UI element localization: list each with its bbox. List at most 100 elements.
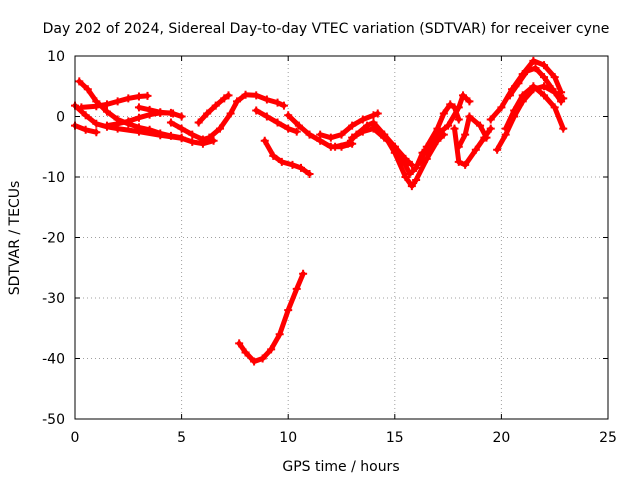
data-point xyxy=(177,134,186,143)
data-point xyxy=(92,128,101,137)
data-point xyxy=(505,91,514,100)
data-point xyxy=(529,56,538,65)
data-point xyxy=(102,107,111,116)
series-arc-23 xyxy=(505,64,566,106)
data-point xyxy=(124,94,133,103)
x-tick-label: 15 xyxy=(386,430,404,446)
data-point xyxy=(422,148,431,157)
data-point xyxy=(548,85,557,94)
data-point xyxy=(252,106,261,115)
data-point xyxy=(343,139,352,148)
data-point xyxy=(450,124,459,133)
data-point xyxy=(260,136,269,145)
data-point xyxy=(358,115,367,124)
data-point xyxy=(390,142,399,151)
x-tick-label: 0 xyxy=(71,430,80,446)
series-arc-19 xyxy=(454,112,491,151)
data-point xyxy=(497,103,506,112)
data-point xyxy=(416,157,425,166)
data-point xyxy=(486,124,495,133)
data-point xyxy=(401,160,410,169)
data-point xyxy=(262,95,271,104)
data-point xyxy=(284,306,293,315)
x-tick-label: 10 xyxy=(279,430,297,446)
data-point xyxy=(331,142,340,151)
data-point xyxy=(476,121,485,130)
y-tick-label: -50 xyxy=(42,412,65,428)
x-axis-label: GPS time / hours xyxy=(282,459,399,475)
data-point xyxy=(267,345,276,354)
data-point xyxy=(292,127,301,136)
data-point xyxy=(471,145,480,154)
data-point xyxy=(482,133,491,142)
data-point xyxy=(77,103,86,112)
data-point xyxy=(273,98,282,107)
y-tick-label: 0 xyxy=(56,110,65,126)
data-point xyxy=(292,284,301,293)
data-point xyxy=(540,91,549,100)
data-point xyxy=(433,130,442,139)
x-tick-label: 25 xyxy=(599,430,617,446)
data-point xyxy=(439,109,448,118)
data-point xyxy=(540,82,549,91)
data-point xyxy=(194,118,203,127)
data-point xyxy=(241,90,250,99)
data-point xyxy=(540,61,549,70)
data-point xyxy=(205,133,214,142)
data-point xyxy=(241,348,250,357)
data-point xyxy=(250,357,259,366)
data-point xyxy=(252,91,261,100)
data-point xyxy=(540,73,549,82)
data-point xyxy=(454,157,463,166)
data-point xyxy=(522,67,531,76)
data-point xyxy=(113,97,122,106)
data-point xyxy=(145,105,154,114)
data-point xyxy=(166,118,175,127)
data-point xyxy=(305,130,314,139)
tick-labels: 0 5 10 15 20 25 -50 -40 -30 -20 -10 0 10 xyxy=(42,49,617,446)
data-point xyxy=(486,115,495,124)
y-tick-label: -20 xyxy=(42,231,65,247)
data-point xyxy=(529,82,538,91)
data-point xyxy=(465,112,474,121)
data-point xyxy=(444,121,453,130)
data-point xyxy=(220,94,229,103)
data-point xyxy=(134,103,143,112)
data-point xyxy=(299,269,308,278)
data-point xyxy=(358,127,367,136)
series-arc-16 xyxy=(416,100,463,166)
series-arc-4 xyxy=(77,91,152,112)
data-point xyxy=(296,163,305,172)
data-point xyxy=(348,121,357,130)
data-point xyxy=(369,111,378,120)
data-point xyxy=(277,157,286,166)
data-point xyxy=(83,85,92,94)
data-point xyxy=(279,101,288,110)
data-point xyxy=(557,97,566,106)
data-point xyxy=(177,112,186,121)
data-point xyxy=(550,103,559,112)
data-point xyxy=(305,169,314,178)
series-arc-10 xyxy=(260,136,314,178)
data-point xyxy=(369,121,378,130)
data-point xyxy=(124,117,133,126)
data-point xyxy=(134,92,143,101)
series-line xyxy=(262,138,312,177)
data-point xyxy=(454,115,463,124)
data-point xyxy=(224,91,233,100)
data-point xyxy=(316,130,325,139)
data-point xyxy=(211,101,220,110)
data-point xyxy=(373,109,382,118)
series-line xyxy=(136,104,176,116)
series-arc-24 xyxy=(235,269,308,366)
y-tick-label: -40 xyxy=(42,352,65,368)
data-point xyxy=(156,131,165,140)
data-point xyxy=(284,124,293,133)
data-point xyxy=(412,176,421,185)
data-point xyxy=(273,118,282,127)
data-point xyxy=(134,127,143,136)
data-point xyxy=(262,112,271,121)
series-arc-8 xyxy=(194,91,233,127)
data-point xyxy=(203,109,212,118)
data-point xyxy=(233,97,242,106)
